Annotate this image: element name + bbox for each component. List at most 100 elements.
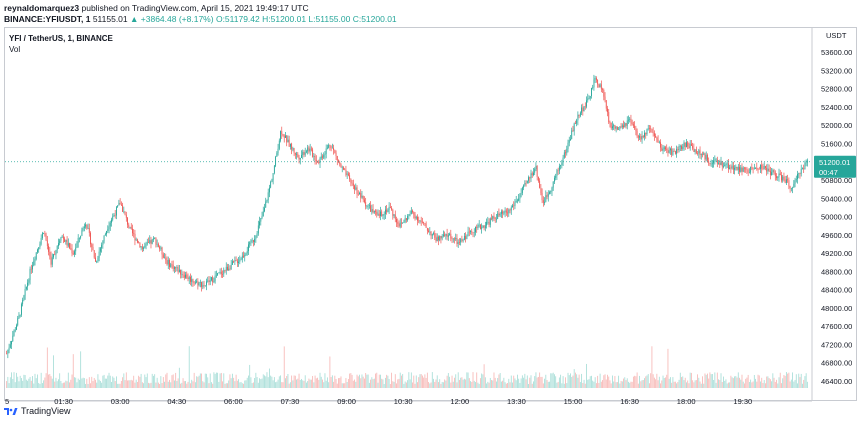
candle-body: [370, 205, 372, 212]
volume-bar: [652, 374, 654, 388]
candle-body: [795, 179, 797, 181]
candle-body: [362, 195, 364, 200]
candle-body: [392, 209, 394, 216]
candle-body: [398, 223, 400, 227]
candle-body: [487, 221, 489, 223]
candle-body: [500, 211, 502, 214]
volume-bar: [489, 377, 491, 388]
candle-body: [800, 168, 802, 174]
volume-bar: [382, 379, 384, 388]
candle-body: [454, 238, 455, 240]
candle-body: [470, 230, 471, 232]
volume-bar: [150, 382, 152, 388]
volume-bar: [59, 373, 61, 388]
volume-bar: [774, 381, 776, 388]
volume-bar: [597, 375, 599, 388]
candle-body: [610, 123, 612, 129]
candle-body: [17, 318, 19, 326]
candle-body: [620, 126, 622, 128]
candle-body: [377, 213, 379, 215]
candle-body: [576, 120, 578, 124]
candle-body: [331, 147, 333, 149]
candle-body: [217, 273, 219, 276]
candle-body: [70, 248, 72, 249]
candle-body: [744, 167, 745, 169]
candle-body: [103, 235, 105, 242]
candle-body: [169, 259, 170, 267]
candle-body: [325, 148, 327, 154]
candle-body: [557, 170, 559, 172]
volume-bar: [509, 382, 511, 388]
volume-bar: [525, 379, 527, 388]
volume-bar: [49, 374, 51, 388]
candle-body: [444, 234, 446, 236]
candle-body: [241, 255, 243, 260]
volume-bar: [540, 376, 542, 388]
candle-body: [54, 254, 56, 255]
volume-bar: [444, 379, 446, 388]
candle-body: [272, 173, 274, 181]
candle-body: [657, 139, 659, 143]
candle-body: [661, 147, 663, 151]
candle-body: [45, 234, 47, 241]
x-tick-label: 13:30: [507, 397, 526, 406]
volume-bar: [510, 375, 512, 388]
candle-body: [375, 210, 376, 212]
volume-bar: [515, 380, 517, 388]
volume-bar: [299, 380, 301, 388]
volume-bar: [414, 383, 416, 388]
x-tick-label: 12:00: [450, 397, 469, 406]
candle-body: [788, 180, 790, 187]
volume-bar: [176, 380, 178, 388]
volume-bar: [250, 377, 252, 388]
candle-body: [46, 240, 48, 246]
volume-bar: [688, 383, 690, 388]
volume-bar: [493, 372, 495, 388]
candle-body: [488, 221, 490, 225]
volume-bar: [228, 380, 230, 388]
volume-bar: [594, 377, 596, 388]
candle-body: [345, 169, 347, 175]
volume-bar: [636, 372, 638, 388]
candle-body: [719, 162, 721, 165]
volume-bar: [330, 376, 332, 388]
candle-body: [594, 77, 596, 80]
volume-bar: [478, 383, 480, 388]
candle-body: [9, 344, 11, 348]
volume-bar: [128, 380, 130, 388]
volume-bar: [8, 383, 10, 388]
volume-bar: [347, 379, 349, 388]
candle-body: [478, 224, 480, 226]
candle-body: [20, 304, 22, 315]
candle-body: [181, 274, 183, 275]
candle-body: [608, 112, 610, 123]
candle-body: [414, 214, 416, 219]
candle-body: [805, 162, 807, 164]
candle-body: [124, 211, 126, 215]
candle-body: [320, 156, 322, 159]
candle-body: [789, 186, 791, 189]
volume-bar: [20, 378, 22, 388]
volume-bar: [102, 375, 104, 388]
candle-body: [683, 142, 685, 147]
candle-body: [739, 166, 740, 172]
candle-body: [281, 131, 283, 135]
candle-body: [329, 145, 331, 146]
candle-body: [417, 216, 418, 221]
tradingview-footer[interactable]: TradingView: [4, 406, 71, 416]
volume-bar: [120, 380, 122, 388]
candle-body: [299, 157, 301, 160]
candle-body: [426, 227, 428, 231]
volume-bar: [352, 380, 354, 388]
volume-bar: [58, 379, 59, 388]
candle-body: [111, 219, 112, 223]
candle-body: [515, 200, 517, 203]
candle-body: [178, 269, 180, 273]
candle-body: [145, 243, 147, 246]
volume-bar: [294, 375, 296, 388]
candle-body: [693, 148, 695, 152]
candle-body: [292, 148, 294, 150]
candle-body: [153, 238, 154, 240]
volume-bar: [381, 378, 383, 388]
